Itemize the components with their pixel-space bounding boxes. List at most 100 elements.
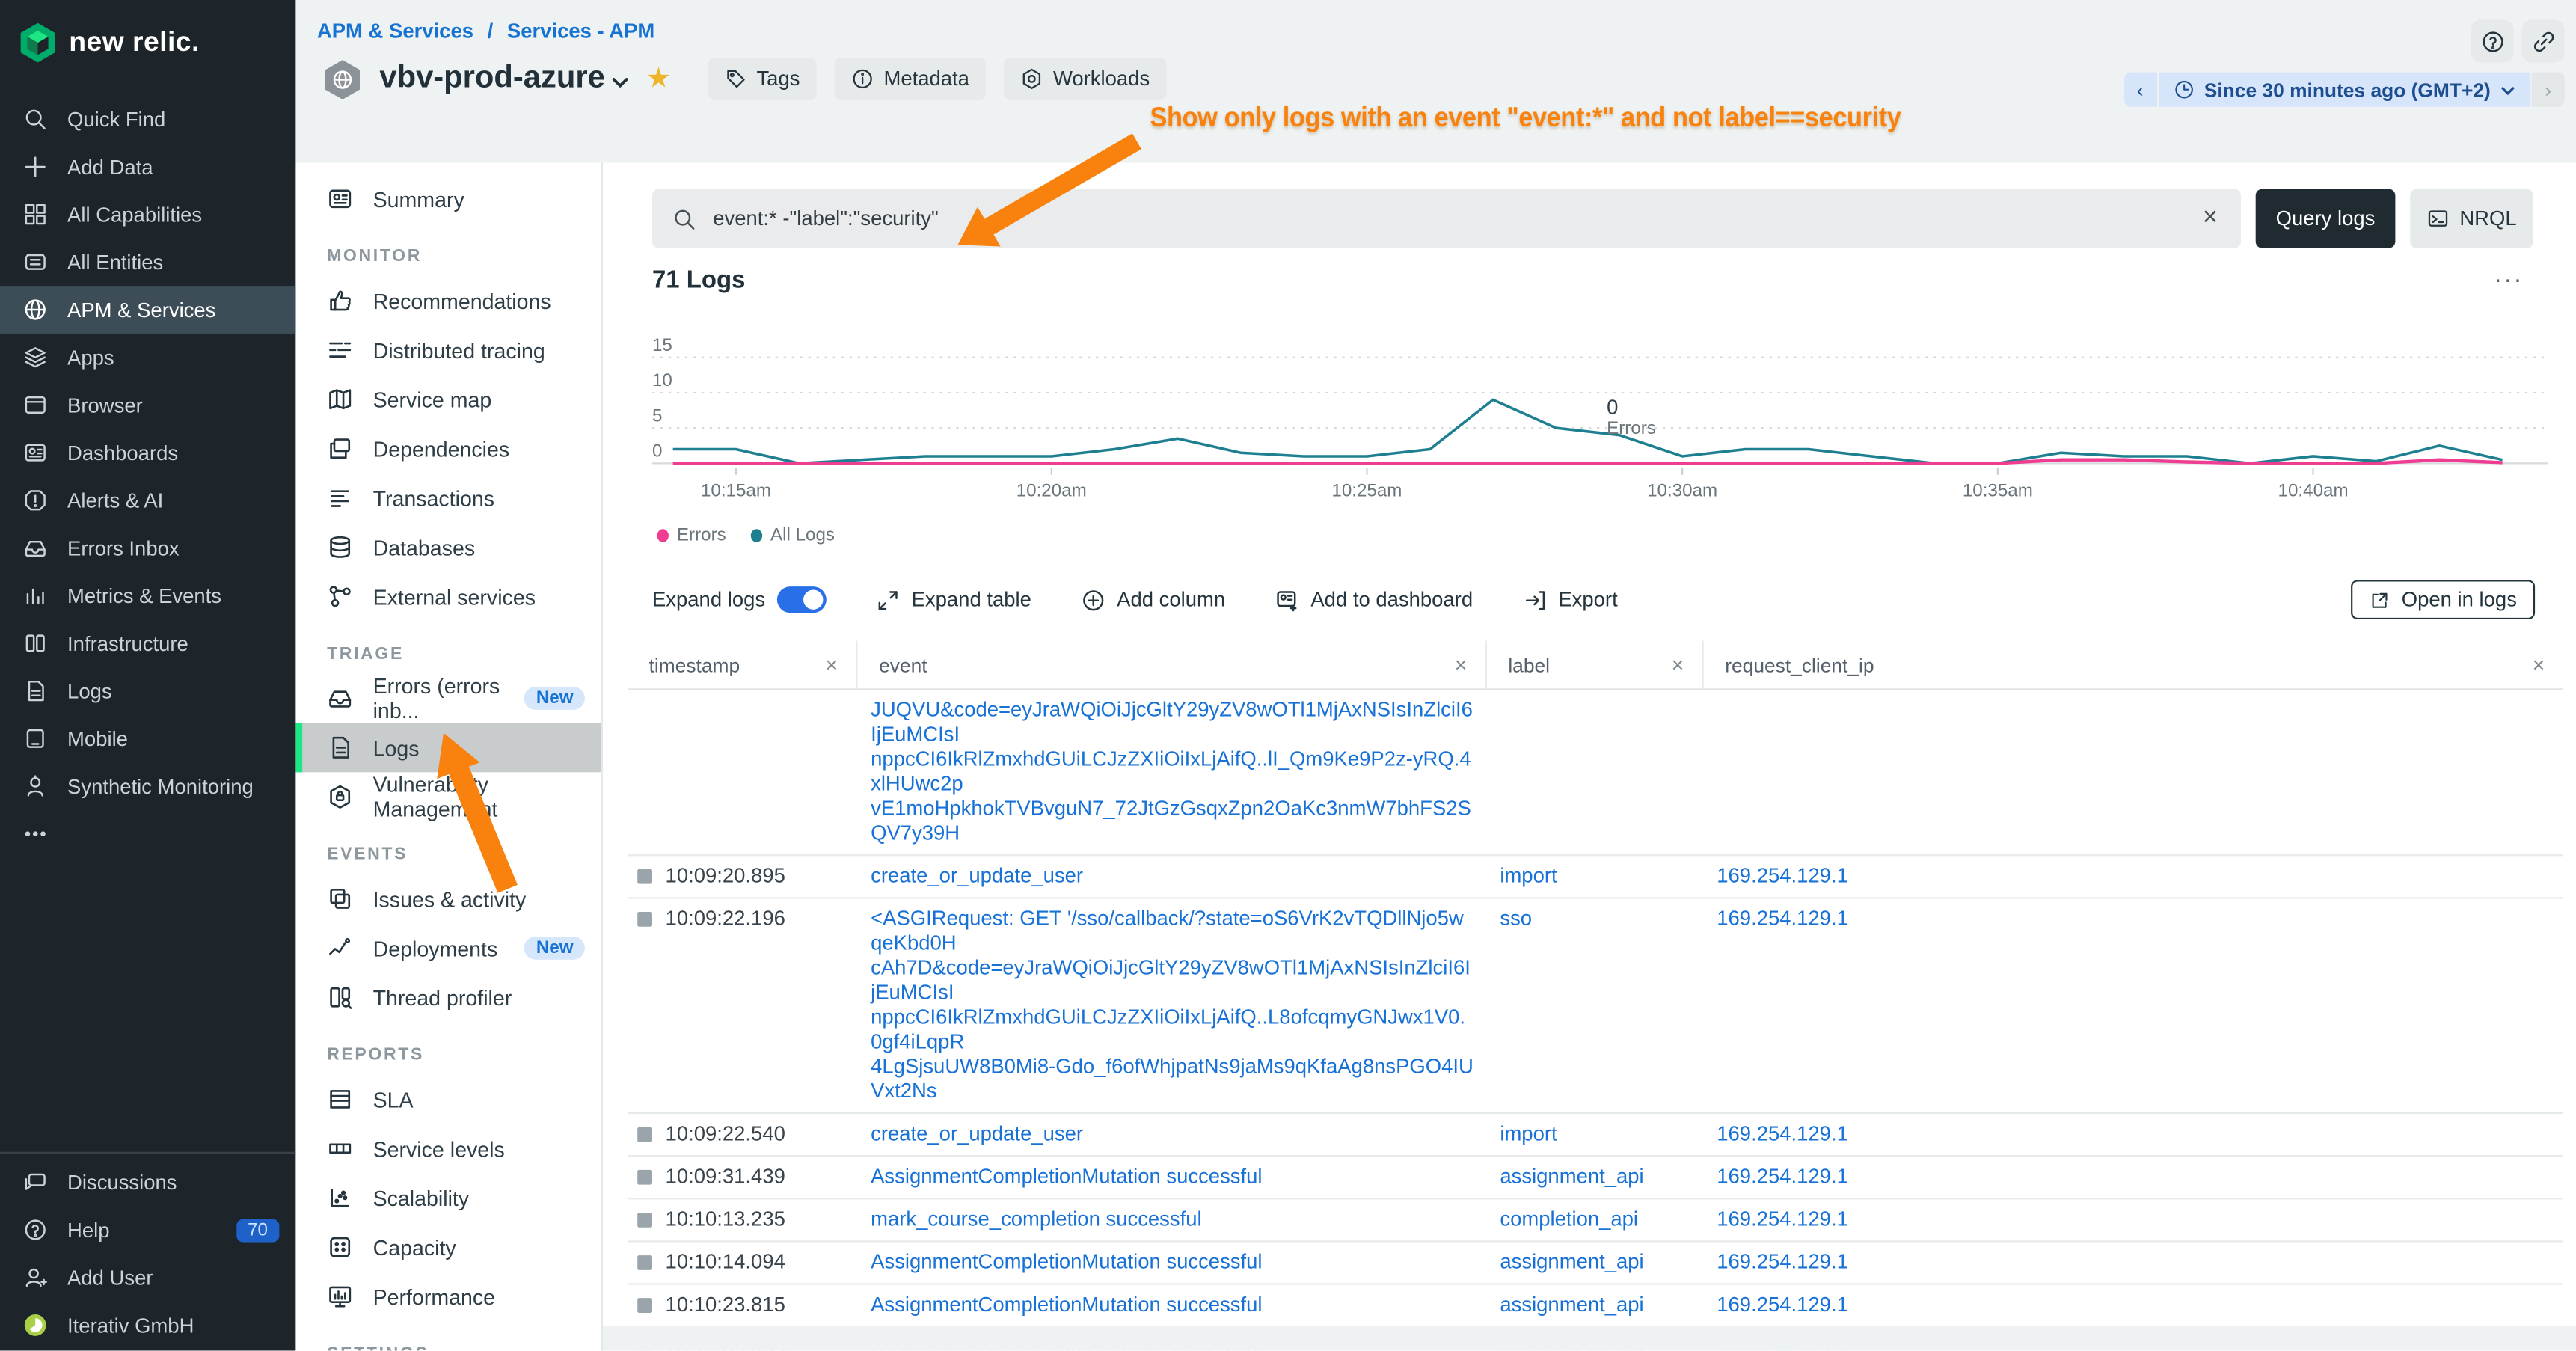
subnav-item-recommendations[interactable]: Recommendations bbox=[295, 276, 601, 325]
subnav-item-performance[interactable]: Performance bbox=[295, 1272, 601, 1321]
sidebar-item-add-user[interactable]: Add User bbox=[0, 1254, 295, 1302]
sidebar-item-all-capabilities[interactable]: All Capabilities bbox=[0, 191, 295, 239]
subnav-item-service-map[interactable]: Service map bbox=[295, 375, 601, 424]
row-marker[interactable] bbox=[637, 1212, 652, 1228]
row-ip-link[interactable]: 169.254.129.1 bbox=[1717, 1250, 1848, 1274]
row-ip-link[interactable]: 169.254.129.1 bbox=[1717, 907, 1848, 931]
table-row[interactable]: 10:10:14.094 AssignmentCompletionMutatio… bbox=[628, 1243, 2563, 1285]
row-marker[interactable] bbox=[637, 1127, 652, 1142]
table-row[interactable]: 10:09:31.439 AssignmentCompletionMutatio… bbox=[628, 1157, 2563, 1200]
row-event-link[interactable]: JUQVU&code=eyJraWQiOiJjcGltY29yZV8wOTl1M… bbox=[871, 698, 1473, 845]
table-row[interactable]: JUQVU&code=eyJraWQiOiJjcGltY29yZV8wOTl1M… bbox=[628, 690, 2563, 857]
table-row[interactable]: 10:10:23.815 AssignmentCompletionMutatio… bbox=[628, 1285, 2563, 1328]
subnav-item-thread-profiler[interactable]: Thread profiler bbox=[295, 972, 601, 1022]
table-row[interactable]: 10:09:22.540 create_or_update_user impor… bbox=[628, 1114, 2563, 1157]
sidebar-item-dashboards[interactable]: Dashboards bbox=[0, 429, 295, 477]
expand-logs-toggle[interactable] bbox=[776, 586, 827, 613]
sidebar-item-infrastructure[interactable]: Infrastructure bbox=[0, 619, 295, 667]
remove-column-event-icon[interactable]: × bbox=[1454, 652, 1468, 677]
time-range-next-button[interactable]: › bbox=[2531, 72, 2565, 107]
tags-button[interactable]: Tags bbox=[707, 57, 817, 100]
sidebar-item-mobile[interactable]: Mobile bbox=[0, 714, 295, 762]
row-event-link[interactable]: AssignmentCompletionMutation successful bbox=[871, 1165, 1263, 1189]
sidebar-item-more[interactable] bbox=[0, 810, 295, 858]
row-event-link[interactable]: <ASGIRequest: GET '/sso/callback/?state=… bbox=[871, 907, 1473, 1103]
clear-query-icon[interactable]: × bbox=[2202, 203, 2218, 232]
sidebar-item-alerts-ai[interactable]: Alerts & AI bbox=[0, 477, 295, 524]
row-label-link[interactable]: import bbox=[1500, 864, 1557, 888]
row-label-link[interactable]: import bbox=[1500, 1122, 1557, 1145]
row-marker[interactable] bbox=[637, 1298, 652, 1313]
logs-timeseries-chart[interactable]: 0 5 10 15 10:15am 10:20am 10:25am 10:30am 10:35a… bbox=[637, 320, 2563, 504]
sidebar-item-apps[interactable]: Apps bbox=[0, 334, 295, 382]
row-event-link[interactable]: create_or_update_user bbox=[871, 1122, 1084, 1145]
query-logs-button[interactable]: Query logs bbox=[2255, 189, 2396, 248]
row-ip-link[interactable]: 169.254.129.1 bbox=[1717, 1293, 1848, 1317]
subnav-item-service-levels[interactable]: Service levels bbox=[295, 1124, 601, 1173]
legend-item-errors[interactable]: Errors bbox=[657, 526, 726, 545]
subnav-item-issues-activity[interactable]: Issues & activity bbox=[295, 874, 601, 924]
nrql-button[interactable]: NRQL bbox=[2410, 189, 2533, 248]
table-row[interactable]: 10:09:22.196 <ASGIRequest: GET '/sso/cal… bbox=[628, 898, 2563, 1115]
subnav-item-external-services[interactable]: External services bbox=[295, 572, 601, 621]
table-row[interactable]: 10:09:20.895 create_or_update_user impor… bbox=[628, 856, 2563, 899]
row-marker[interactable] bbox=[637, 868, 652, 884]
subnav-item-distributed-tracing[interactable]: Distributed tracing bbox=[295, 325, 601, 375]
row-event-link[interactable]: AssignmentCompletionMutation successful bbox=[871, 1250, 1263, 1274]
add-column-button[interactable]: Add column bbox=[1081, 587, 1225, 612]
column-header-timestamp[interactable]: timestamp × bbox=[628, 640, 858, 689]
subnav-item-transactions[interactable]: Transactions bbox=[295, 474, 601, 523]
time-range-selector[interactable]: Since 30 minutes ago (GMT+2) bbox=[2158, 72, 2530, 107]
sidebar-item-add-data[interactable]: Add Data bbox=[0, 143, 295, 191]
breadcrumb-link-services-apm[interactable]: Services - APM bbox=[506, 19, 655, 43]
sidebar-item-quick-find[interactable]: Quick Find bbox=[0, 95, 295, 143]
open-in-logs-button[interactable]: Open in logs bbox=[2350, 580, 2536, 620]
help-button[interactable] bbox=[2471, 19, 2514, 63]
row-label-link[interactable]: sso bbox=[1500, 907, 1533, 931]
time-range-prev-button[interactable]: ‹ bbox=[2123, 72, 2157, 107]
more-options-icon[interactable]: ··· bbox=[2494, 266, 2524, 295]
row-event-link[interactable]: mark_course_completion successful bbox=[871, 1207, 1202, 1231]
export-button[interactable]: Export bbox=[1522, 587, 1618, 612]
subnav-item-summary[interactable]: Summary bbox=[295, 174, 601, 224]
sidebar-item-logs[interactable]: Logs bbox=[0, 667, 295, 715]
row-marker[interactable] bbox=[637, 1169, 652, 1185]
row-marker[interactable] bbox=[637, 1255, 652, 1270]
row-label-link[interactable]: completion_api bbox=[1500, 1207, 1639, 1231]
column-header-label[interactable]: label × bbox=[1487, 640, 1704, 689]
row-label-link[interactable]: assignment_api bbox=[1500, 1250, 1644, 1274]
favorite-star-icon[interactable]: ★ bbox=[645, 62, 672, 94]
remove-column-timestamp-icon[interactable]: × bbox=[825, 652, 838, 677]
log-query-input[interactable] bbox=[709, 205, 2186, 232]
sidebar-item-browser[interactable]: Browser bbox=[0, 382, 295, 429]
subnav-item-vulnerability-management[interactable]: Vulnerability Management bbox=[295, 772, 601, 821]
sidebar-item-iterativ-gmbh[interactable]: Iterativ GmbH bbox=[0, 1302, 295, 1350]
sidebar-item-apm-services[interactable]: APM & Services bbox=[0, 286, 296, 334]
sidebar-item-discussions[interactable]: Discussions bbox=[0, 1158, 295, 1206]
breadcrumb-link-apm-services[interactable]: APM & Services bbox=[316, 19, 473, 43]
column-header-request-client-ip[interactable]: request_client_ip × bbox=[1704, 641, 2563, 689]
row-ip-link[interactable]: 169.254.129.1 bbox=[1717, 1207, 1848, 1231]
remove-column-request-client-ip-icon[interactable]: × bbox=[2532, 652, 2545, 677]
subnav-item-capacity[interactable]: Capacity bbox=[295, 1222, 601, 1272]
subnav-item-deployments[interactable]: Deployments New bbox=[295, 923, 601, 972]
row-ip-link[interactable]: 169.254.129.1 bbox=[1717, 1122, 1848, 1145]
table-row[interactable]: 10:10:13.235 mark_course_completion succ… bbox=[628, 1199, 2563, 1243]
subnav-item-databases[interactable]: Databases bbox=[295, 522, 601, 572]
sidebar-item-all-entities[interactable]: All Entities bbox=[0, 238, 295, 286]
subnav-item-scalability[interactable]: Scalability bbox=[295, 1173, 601, 1222]
expand-table-button[interactable]: Expand table bbox=[875, 587, 1031, 612]
subnav-item-sla[interactable]: SLA bbox=[295, 1074, 601, 1124]
new-relic-logo[interactable]: new relic. bbox=[0, 0, 295, 63]
row-label-link[interactable] bbox=[1487, 698, 1704, 846]
row-event-link[interactable]: AssignmentCompletionMutation successful bbox=[871, 1293, 1263, 1317]
workloads-button[interactable]: Workloads bbox=[1004, 57, 1167, 100]
subnav-item-dependencies[interactable]: Dependencies bbox=[295, 424, 601, 474]
remove-column-label-icon[interactable]: × bbox=[1671, 652, 1684, 677]
subnav-item-logs[interactable]: Logs bbox=[295, 723, 601, 773]
row-event-link[interactable]: create_or_update_user bbox=[871, 864, 1084, 888]
entity-dropdown-chevron-icon[interactable] bbox=[612, 73, 630, 91]
legend-item-all-logs[interactable]: All Logs bbox=[750, 526, 835, 545]
column-header-event[interactable]: event × bbox=[858, 640, 1487, 689]
row-ip-link[interactable]: 169.254.129.1 bbox=[1717, 1165, 1848, 1189]
